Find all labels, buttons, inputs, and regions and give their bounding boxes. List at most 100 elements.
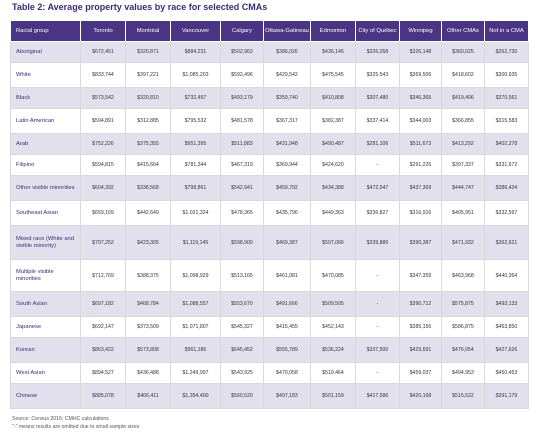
- value-cell: $692,147: [80, 316, 126, 338]
- race-label: South Asian: [10, 291, 81, 317]
- value-cell: $415,455: [263, 316, 311, 338]
- race-label: Filipino: [10, 154, 81, 176]
- race-label: Arab: [10, 133, 81, 155]
- value-cell: $417,586: [355, 383, 400, 409]
- value-cell: $491,666: [263, 291, 311, 317]
- value-cell: $360,025: [441, 41, 485, 63]
- header-ottawa-gatineau: Ottawa-Gatineau: [263, 20, 311, 42]
- race-label: Aboriginal: [10, 41, 81, 63]
- table-row: Black $573,542 $320,810 $732,497 $493,179 $35…: [10, 87, 529, 109]
- value-cell: $493,179: [220, 87, 264, 109]
- value-cell: $382,387: [310, 108, 356, 134]
- value-cell: $493,133: [484, 291, 529, 317]
- value-cell: $320,871: [125, 41, 171, 63]
- value-cell: $1,249,997: [170, 362, 221, 384]
- table-header-row: Racial group Toronto Montréal Vancouver …: [10, 20, 529, 42]
- table-row: Filipino $594,815 $415,664 $781,344 $467,319…: [10, 154, 529, 176]
- header-other-cmas: Other CMAs: [441, 20, 485, 42]
- value-cell: $420,168: [399, 383, 442, 409]
- value-cell: $429,691: [399, 337, 442, 363]
- race-label: West Asian: [10, 362, 81, 384]
- value-cell: $1,354,400: [170, 383, 221, 409]
- table-row: Arab $752,226 $375,355 $951,395 $511,883 $431…: [10, 133, 529, 155]
- value-cell: $545,327: [220, 316, 264, 338]
- value-cell: $475,545: [310, 62, 356, 88]
- value-cell: $712,769: [80, 259, 126, 292]
- value-cell: $697,182: [80, 291, 126, 317]
- value-cell: $502,963: [220, 41, 264, 63]
- race-label: Black: [10, 87, 81, 109]
- value-cell: $592,496: [220, 62, 264, 88]
- value-cell: $397,337: [441, 154, 485, 176]
- value-cell: $573,542: [80, 87, 126, 109]
- value-cell: $468,784: [125, 291, 171, 317]
- value-cell: $795,532: [170, 108, 221, 134]
- value-cell: -: [355, 362, 400, 384]
- race-label: Japanese: [10, 316, 81, 338]
- value-cell: $390,387: [399, 225, 442, 260]
- value-cell: $752,226: [80, 133, 126, 155]
- value-cell: $435,796: [263, 200, 311, 226]
- value-cell: $471,932: [441, 225, 485, 260]
- value-cell: $594,815: [80, 154, 126, 176]
- race-label: Southeast Asian: [10, 200, 81, 226]
- value-cell: $575,875: [441, 291, 485, 317]
- value-cell: -: [355, 316, 400, 338]
- value-cell: $461,081: [263, 259, 311, 292]
- value-cell: $501,159: [310, 383, 356, 409]
- value-cell: $385,156: [399, 316, 442, 338]
- value-cell: $1,085,203: [170, 62, 221, 88]
- race-label: Chinese: [10, 383, 81, 409]
- header-winnipeg: Winnipeg: [399, 20, 442, 42]
- value-cell: $672,451: [80, 41, 126, 63]
- value-cell: $472,547: [355, 175, 400, 201]
- value-cell: $511,883: [220, 133, 264, 155]
- value-cell: $442,649: [125, 200, 171, 226]
- value-cell: $440,364: [484, 259, 529, 292]
- value-cell: $515,522: [441, 383, 485, 409]
- value-cell: $307,480: [355, 87, 400, 109]
- value-cell: $423,305: [125, 225, 171, 260]
- value-cell: $781,344: [170, 154, 221, 176]
- value-cell: $326,058: [355, 41, 400, 63]
- value-cell: $413,292: [441, 133, 485, 155]
- value-cell: $478,365: [220, 200, 264, 226]
- value-cell: $419,406: [441, 87, 485, 109]
- value-cell: $410,808: [310, 87, 356, 109]
- value-cell: $470,085: [310, 259, 356, 292]
- table-row: White $833,744 $397,221 $1,085,203 $592,496 $…: [10, 62, 529, 88]
- table-row: Aboriginal $672,451 $320,871 $884,231 $502,9…: [10, 41, 529, 63]
- header-toronto: Toronto: [80, 20, 126, 42]
- value-cell: $1,098,929: [170, 259, 221, 292]
- value-cell: -: [355, 154, 400, 176]
- table-row: Other visible minorities $604,392 $338,568…: [10, 175, 529, 201]
- value-cell: $437,369: [399, 175, 442, 201]
- value-cell: $337,500: [355, 337, 400, 363]
- header-not-in-cma: Not in a CMA: [484, 20, 529, 42]
- value-cell: $560,520: [220, 383, 264, 409]
- value-cell: -: [355, 259, 400, 292]
- value-cell: $594,891: [80, 108, 126, 134]
- value-cell: $331,672: [484, 154, 529, 176]
- value-cell: $833,744: [80, 62, 126, 88]
- value-cell: $436,488: [125, 362, 171, 384]
- value-cell: $338,568: [125, 175, 171, 201]
- value-cell: $424,620: [310, 154, 356, 176]
- table-row: West Asian $894,527 $436,488 $1,249,997 $543…: [10, 362, 529, 384]
- value-cell: $369,944: [263, 154, 311, 176]
- value-cell: $359,740: [263, 87, 311, 109]
- value-cell: $1,088,557: [170, 291, 221, 317]
- value-cell: $390,712: [399, 291, 442, 317]
- value-cell: $951,395: [170, 133, 221, 155]
- value-cell: $481,578: [220, 108, 264, 134]
- value-cell: $326,148: [399, 41, 442, 63]
- value-cell: $444,747: [441, 175, 485, 201]
- value-cell: $450,453: [484, 362, 529, 384]
- value-cell: $511,673: [399, 133, 442, 155]
- value-cell: $312,885: [125, 108, 171, 134]
- value-cell: $386,434: [484, 175, 529, 201]
- value-cell: $291,226: [399, 154, 442, 176]
- value-cell: $586,875: [441, 316, 485, 338]
- value-cell: $490,487: [310, 133, 356, 155]
- header-city-of-quebec: City of Québec: [355, 20, 400, 42]
